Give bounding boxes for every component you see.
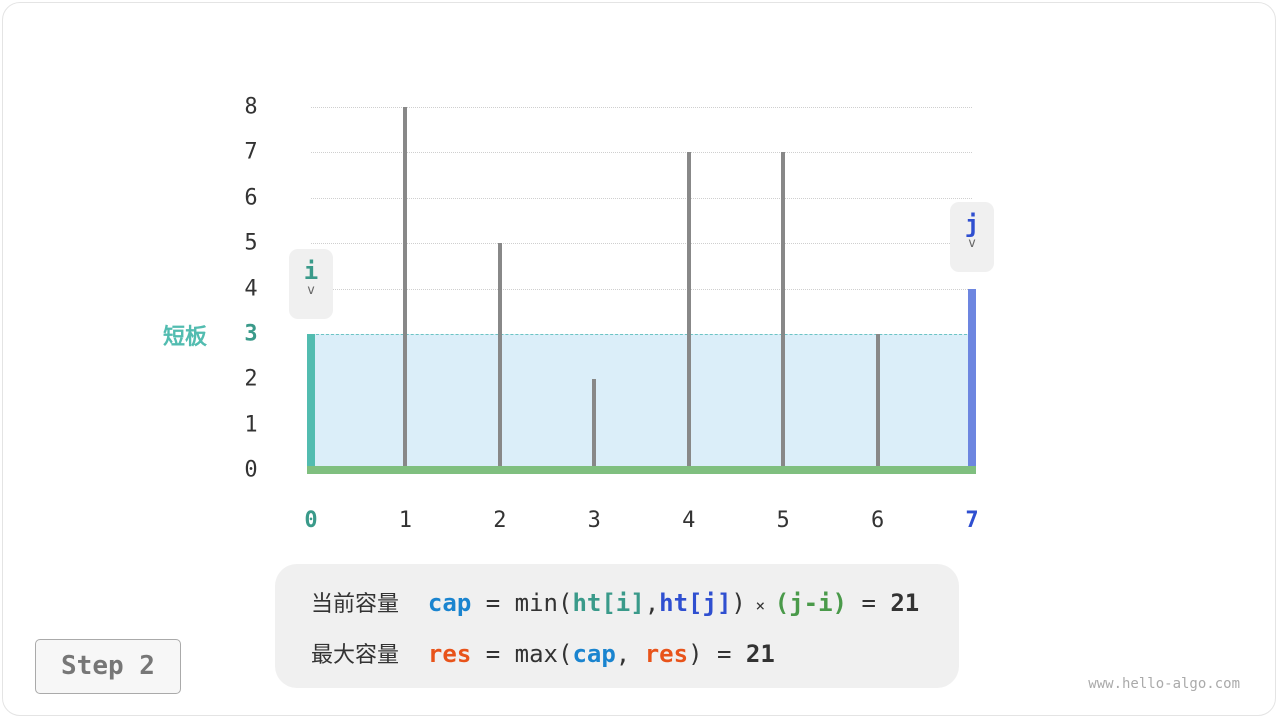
base-line [307,466,976,474]
times: × [745,596,775,615]
ht-j: ht[j] [659,589,732,617]
gridline [311,152,972,154]
var-cap: cap [427,589,472,617]
formula-res: 最大容量 res = max(cap, res) = 21 [311,637,775,669]
bar-j [968,288,976,470]
op: ) [688,640,703,668]
arg-res: res [644,640,689,668]
x-tick-label: 4 [682,508,696,533]
cap-result: 21 [890,589,920,617]
bar [403,107,408,470]
x-tick-label: 6 [870,508,885,533]
op: , [644,589,660,617]
op: ) [731,589,746,617]
formula-cap: 当前容量 cap = min(ht[i],ht[j]) × (j-i) = 21 [311,586,919,618]
gridline [311,197,972,199]
bar [875,333,880,470]
y-tick-label: 1 [244,412,258,438]
x-tick-label: 2 [493,508,507,533]
op: = [702,640,746,668]
arrow-down-icon: v [307,283,315,298]
op: = min( [471,589,573,617]
y-tick-label: 4 [244,276,258,301]
res-result: 21 [745,640,775,668]
bar [686,152,691,470]
gridline [311,243,972,245]
bar [781,152,786,470]
bar [592,379,597,470]
bar-i [307,333,315,470]
op: = max( [471,640,573,668]
gridline [311,107,972,108]
op: , [615,640,645,668]
y-tick-label: 5 [244,230,258,256]
x-tick-label: 3 [587,508,601,533]
y-tick-label: 0 [244,457,258,483]
x-tick-label: 7 [965,508,979,533]
y-tick-label: 8 [244,94,258,120]
pointer-j-label: j [964,210,980,238]
short-board-label: 短板 [162,325,207,350]
x-tick-label: 0 [304,508,318,533]
y-tick-label: 3 [244,321,258,347]
y-tick-label: 7 [244,139,258,165]
pointer-i-label: i [303,257,319,285]
y-tick-label: 2 [244,366,258,392]
pointer-j: j v [950,202,994,272]
formula-panel: 当前容量 cap = min(ht[i],ht[j]) × (j-i) = 21… [275,564,959,688]
x-tick-label: 5 [776,508,790,533]
op: = [847,589,891,617]
gridline [311,288,972,290]
step-button[interactable]: Step 2 [35,639,181,694]
arrow-down-icon: v [968,236,976,251]
arg-cap: cap [572,640,616,668]
ht-i: ht[i] [572,589,645,617]
label-current-capacity: 当前容量 [311,592,400,617]
label-max-capacity: 最大容量 [311,643,400,668]
var-res: res [427,640,472,668]
y-tick-label: 6 [244,185,258,211]
pointer-i: i v [289,249,333,319]
x-tick-label: 1 [398,508,413,533]
bar [497,243,502,470]
water-area [311,333,972,471]
watermark: www.hello-algo.com [1088,676,1240,692]
width-term: (j-i) [774,589,847,617]
